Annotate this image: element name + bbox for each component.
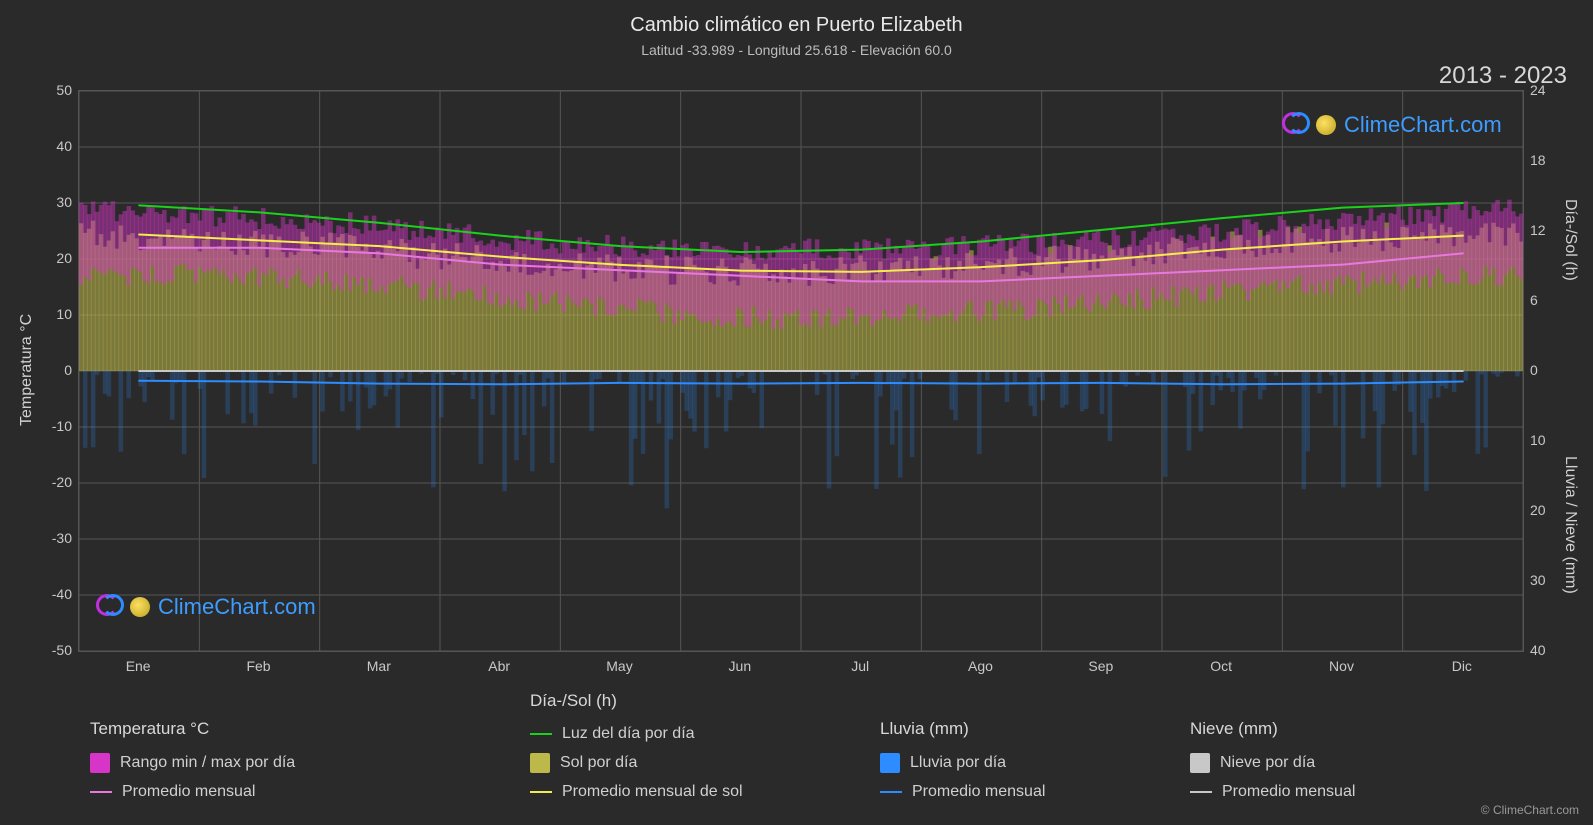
y-tick-left: 20 [38,250,72,266]
legend-label: Luz del día por día [562,725,695,743]
x-tick-month: May [600,658,640,674]
swatch-box-icon [1190,753,1210,773]
y-tick-left: -20 [38,474,72,490]
x-tick-month: Sep [1081,658,1121,674]
x-tick-month: Ene [118,658,158,674]
y-tick-right-mm: 40 [1530,642,1558,658]
y-tick-right-mm: 30 [1530,572,1558,588]
legend-section: Nieve (mm) Nieve por día Promedio mensual [1190,719,1355,801]
swatch-box-icon [90,753,110,773]
watermark: ClimeChart.com [1282,112,1502,138]
legend-label: Promedio mensual [912,783,1045,801]
legend-item: Lluvia por día [880,753,1045,773]
legend-item: Promedio mensual de sol [530,783,743,801]
y-tick-left: 40 [38,138,72,154]
x-tick-month: Nov [1322,658,1362,674]
y-tick-left: -10 [38,418,72,434]
watermark: ClimeChart.com [96,594,316,620]
x-tick-month: Mar [359,658,399,674]
swatch-line-icon [880,791,902,793]
swatch-box-icon [530,753,550,773]
legend-heading: Lluvia (mm) [880,719,1045,739]
y-axis-left-label: Temperatura °C [18,90,36,650]
y-axis-right-bottom-label: Lluvia / Nieve (mm) [1561,400,1579,650]
x-tick-month: Feb [239,658,279,674]
y-tick-left: 30 [38,194,72,210]
copyright: © ClimeChart.com [1481,803,1579,817]
legend-item: Promedio mensual [90,783,295,801]
legend-label: Nieve por día [1220,754,1315,772]
y-tick-right-mm: 20 [1530,502,1558,518]
legend-label: Sol por día [560,754,637,772]
y-tick-right-mm: 10 [1530,432,1558,448]
y-tick-right-hours: 12 [1530,222,1558,238]
legend-heading: Día-/Sol (h) [530,691,743,711]
legend-label: Promedio mensual [122,783,255,801]
y-tick-right-hours: 18 [1530,152,1558,168]
y-tick-left: -50 [38,642,72,658]
y-tick-right-hours: 24 [1530,82,1558,98]
legend-section: Día-/Sol (h) Luz del día por día Sol por d… [530,691,743,801]
chart-title: Cambio climático en Puerto Elizabeth [0,14,1593,37]
sun-icon [1316,115,1336,135]
logo-icon [1282,112,1308,138]
chart-subtitle: Latitud -33.989 - Longitud 25.618 - Elev… [0,42,1593,58]
plot-area [78,90,1524,652]
y-tick-right-hours: 6 [1530,292,1558,308]
legend-heading: Temperatura °C [90,719,295,739]
y-tick-left: 0 [38,362,72,378]
swatch-line-icon [530,791,552,793]
legend-item: Nieve por día [1190,753,1355,773]
legend-label: Lluvia por día [910,754,1006,772]
legend-label: Rango min / max por día [120,754,295,772]
x-tick-month: Dic [1442,658,1482,674]
x-tick-month: Jul [840,658,880,674]
legend-section: Temperatura °C Rango min / max por día Pro… [90,719,295,801]
plot-svg [79,91,1523,651]
x-tick-month: Abr [479,658,519,674]
legend-item: Sol por día [530,753,743,773]
legend-item: Promedio mensual [1190,783,1355,801]
swatch-line-icon [1190,791,1212,793]
y-tick-right-hours: 0 [1530,362,1558,378]
sun-icon [130,597,150,617]
legend-item: Luz del día por día [530,725,743,743]
y-tick-left: 50 [38,82,72,98]
legend-item: Rango min / max por día [90,753,295,773]
x-tick-month: Jun [720,658,760,674]
y-axis-right-top-label: Día-/Sol (h) [1561,110,1579,370]
swatch-line-icon [530,733,552,735]
y-tick-left: -30 [38,530,72,546]
legend-label: Promedio mensual [1222,783,1355,801]
watermark-text: ClimeChart.com [158,594,316,620]
legend-heading: Nieve (mm) [1190,719,1355,739]
legend-item: Promedio mensual [880,783,1045,801]
logo-icon [96,594,122,620]
swatch-box-icon [880,753,900,773]
x-tick-month: Ago [961,658,1001,674]
y-tick-left: 10 [38,306,72,322]
climate-chart: Cambio climático en Puerto Elizabeth Lat… [0,0,1593,825]
legend-section: Lluvia (mm) Lluvia por día Promedio mensua… [880,719,1045,801]
watermark-text: ClimeChart.com [1344,112,1502,138]
swatch-line-icon [90,791,112,793]
x-tick-month: Oct [1201,658,1241,674]
y-tick-left: -40 [38,586,72,602]
legend-label: Promedio mensual de sol [562,783,743,801]
